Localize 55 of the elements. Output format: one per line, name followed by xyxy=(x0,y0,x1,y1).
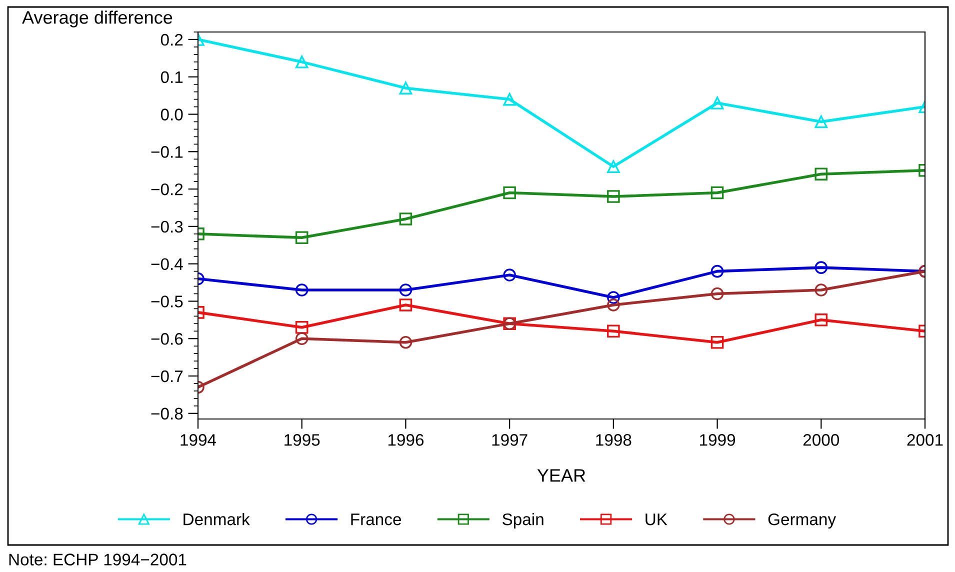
point xyxy=(607,298,620,312)
point xyxy=(607,190,620,203)
text: Note: ECHP 1994−2001 xyxy=(9,554,186,566)
point xyxy=(710,336,724,349)
y-tick-label: 0.1 xyxy=(160,71,183,84)
y-tick-label: −0.4 xyxy=(151,258,183,270)
x-tick-label: 1998 xyxy=(596,434,632,446)
point xyxy=(295,56,308,68)
point xyxy=(399,336,412,349)
y-axis-title: Average difference xyxy=(22,10,172,28)
point xyxy=(607,291,620,304)
point xyxy=(814,168,828,180)
point xyxy=(814,115,828,128)
point xyxy=(607,324,620,338)
legend-label: France xyxy=(351,514,402,526)
x-tick-label: 1996 xyxy=(388,434,424,446)
y-tick-label: −0.5 xyxy=(151,296,183,308)
point xyxy=(503,92,516,106)
point xyxy=(503,186,516,200)
point xyxy=(295,231,308,244)
x-tick-label: 1995 xyxy=(284,434,320,446)
point xyxy=(710,186,724,200)
point xyxy=(814,314,828,326)
x-tick-label: 2001 xyxy=(907,434,943,446)
point xyxy=(295,321,308,334)
legend-label: Germany xyxy=(768,513,836,529)
x-tick-label: 2000 xyxy=(803,434,840,446)
point xyxy=(503,268,516,282)
y-tick-label: −0.1 xyxy=(151,146,183,158)
point xyxy=(399,298,412,312)
y-tick-label: −0.8 xyxy=(151,408,183,420)
point xyxy=(814,284,828,296)
point xyxy=(295,332,308,345)
y-tick-label: −0.7 xyxy=(151,370,183,382)
legend-label: Denmark xyxy=(184,513,250,526)
point xyxy=(399,284,412,296)
legend-label: Spain xyxy=(502,513,544,529)
x-tick-label: 1997 xyxy=(492,434,528,446)
point xyxy=(295,284,308,296)
point xyxy=(710,287,724,300)
point xyxy=(814,261,828,274)
point xyxy=(399,82,412,94)
point xyxy=(710,264,724,278)
x-tick-label: 1994 xyxy=(180,434,216,446)
x-axis-title: YEAR xyxy=(537,469,586,482)
point xyxy=(399,212,412,226)
y-tick-label: −0.2 xyxy=(151,183,183,196)
y-tick-label: −0.6 xyxy=(151,333,183,345)
y-tick-label: 0.0 xyxy=(160,108,183,120)
legend-label: UK xyxy=(646,514,668,526)
y-tick-label: 0.2 xyxy=(160,34,183,46)
y-tick-label: −0.3 xyxy=(151,220,183,233)
x-tick-label: 1999 xyxy=(700,434,736,446)
point xyxy=(607,160,620,173)
point xyxy=(710,96,724,110)
